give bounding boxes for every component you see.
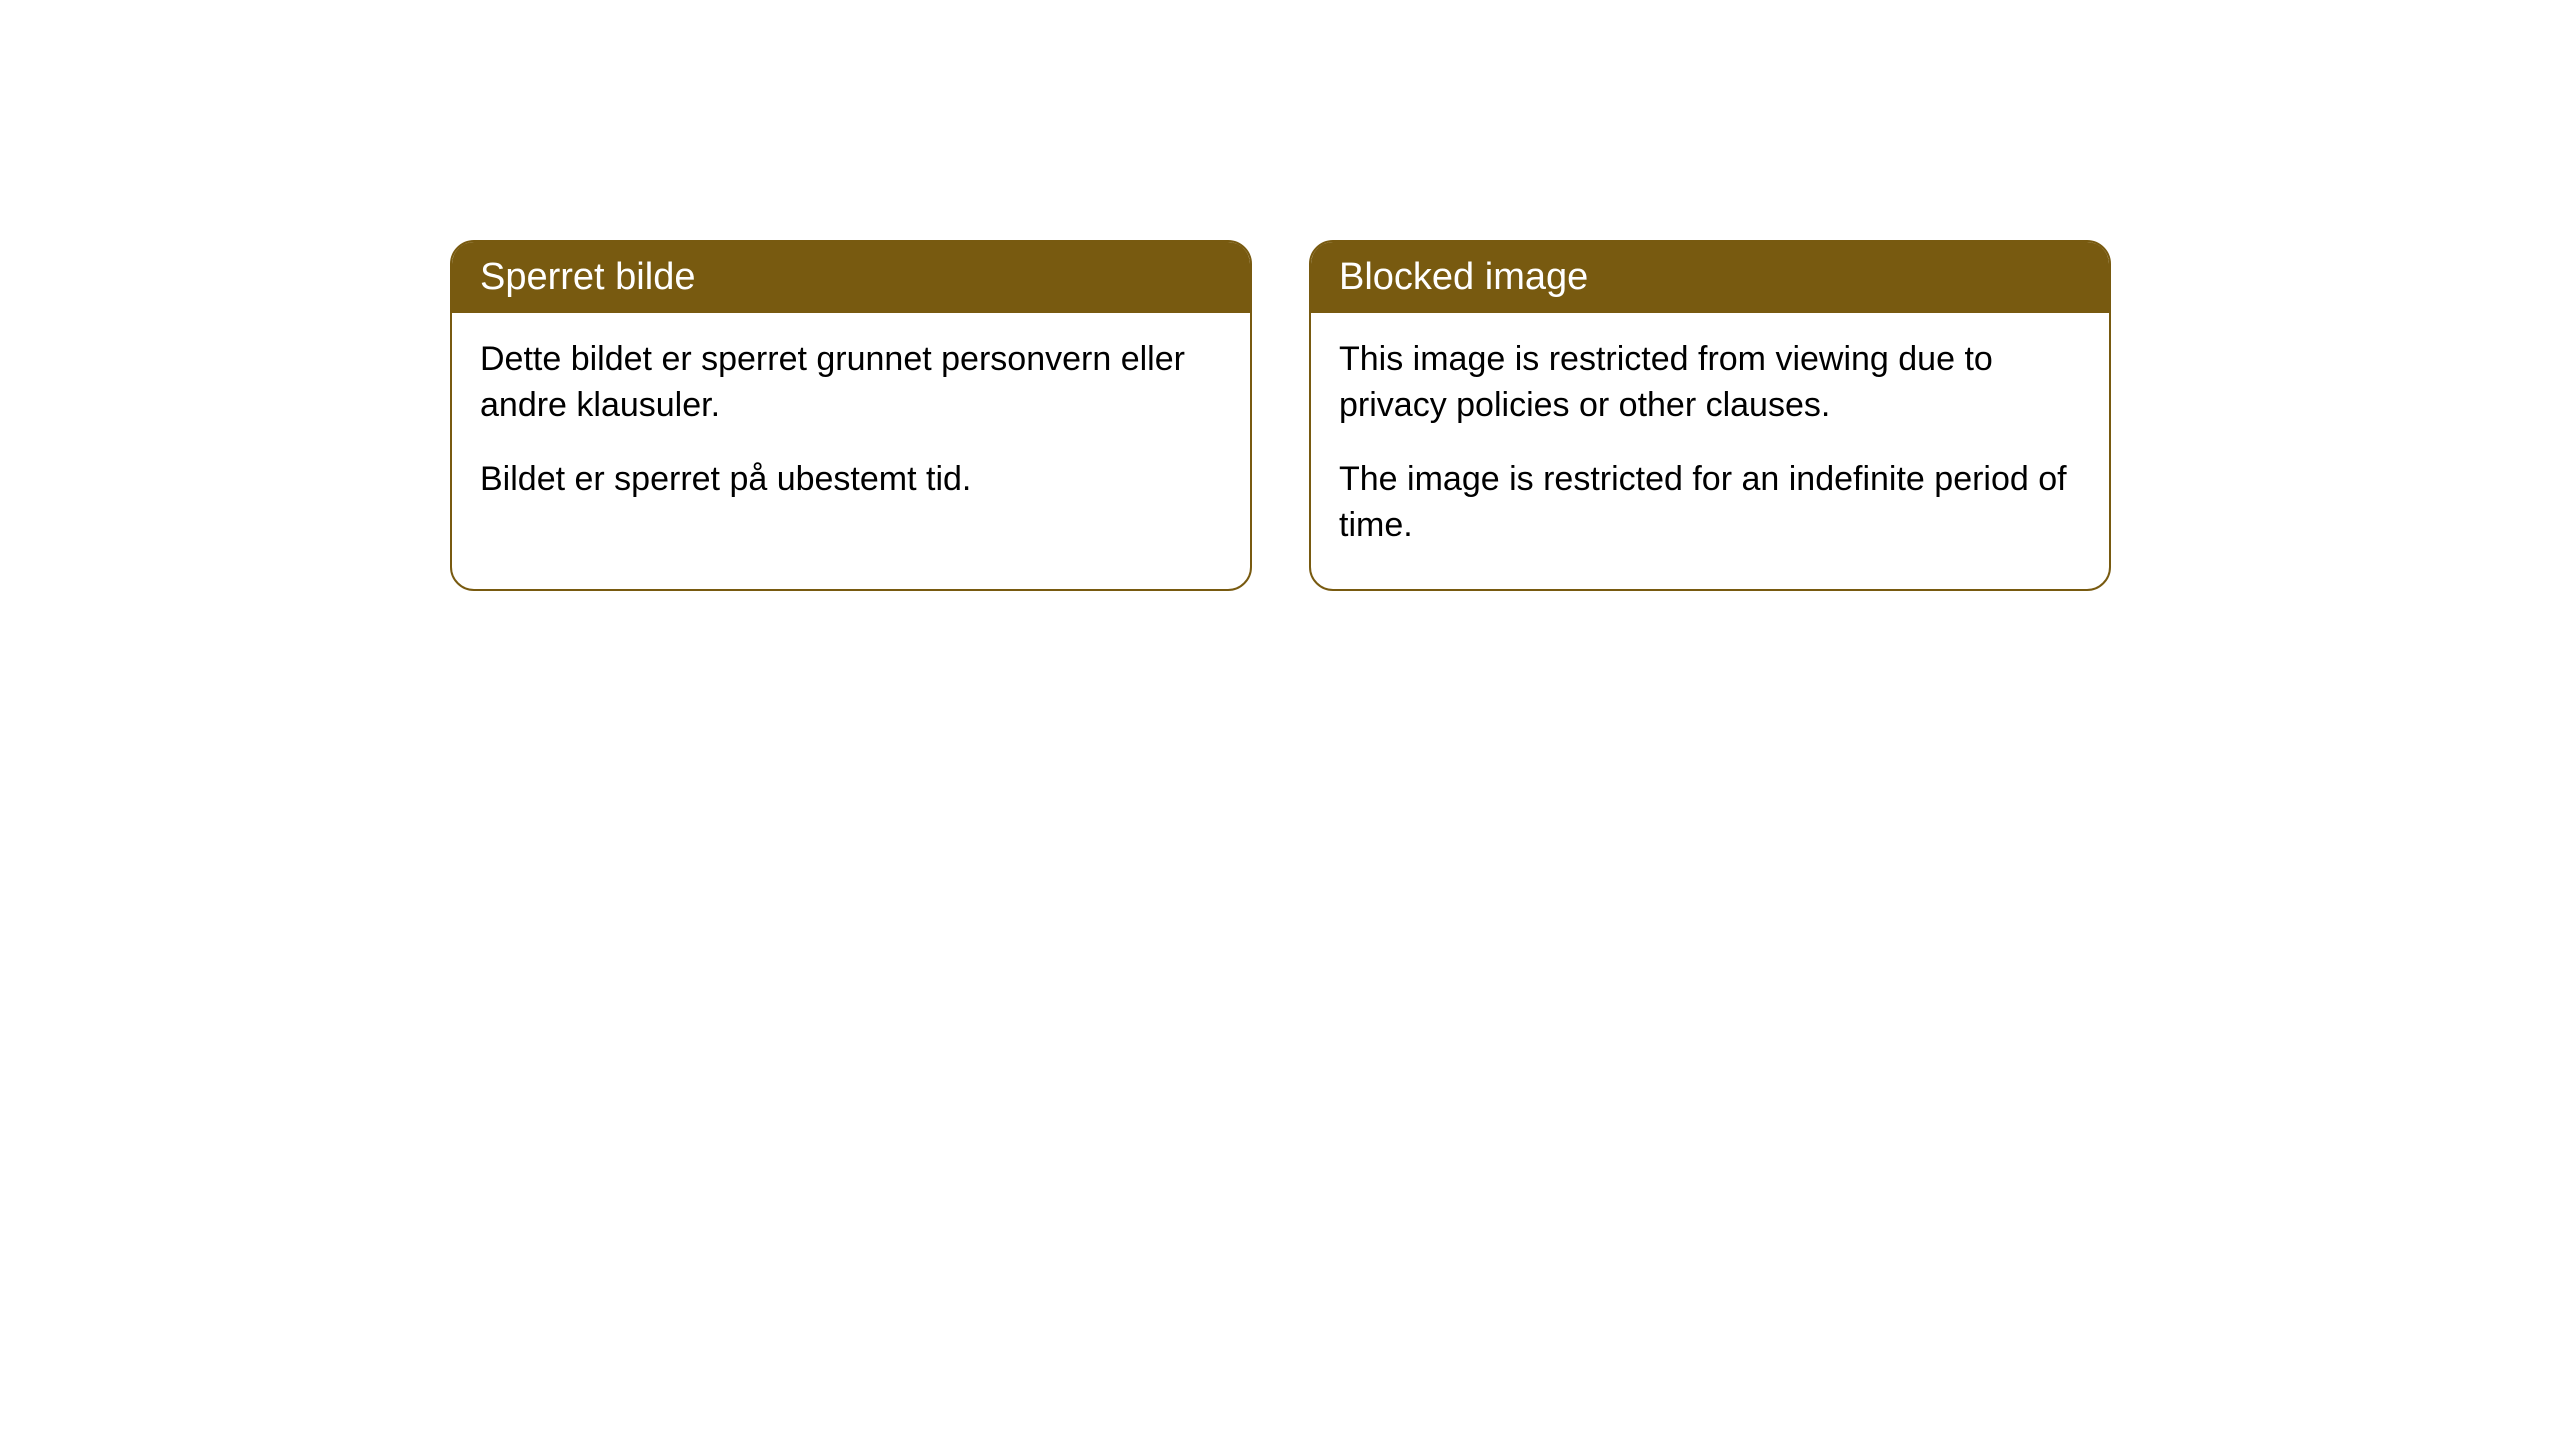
notice-card-english: Blocked image This image is restricted f… bbox=[1309, 240, 2111, 591]
card-paragraph: Bildet er sperret på ubestemt tid. bbox=[480, 457, 1222, 503]
card-body-norwegian: Dette bildet er sperret grunnet personve… bbox=[452, 313, 1250, 543]
card-paragraph: Dette bildet er sperret grunnet personve… bbox=[480, 337, 1222, 429]
notice-card-norwegian: Sperret bilde Dette bildet er sperret gr… bbox=[450, 240, 1252, 591]
card-title: Sperret bilde bbox=[480, 256, 695, 298]
card-body-english: This image is restricted from viewing du… bbox=[1311, 313, 2109, 589]
card-paragraph: This image is restricted from viewing du… bbox=[1339, 337, 2081, 429]
card-paragraph: The image is restricted for an indefinit… bbox=[1339, 457, 2081, 549]
card-title: Blocked image bbox=[1339, 256, 1588, 298]
card-header-norwegian: Sperret bilde bbox=[452, 242, 1250, 313]
card-header-english: Blocked image bbox=[1311, 242, 2109, 313]
notice-cards-container: Sperret bilde Dette bildet er sperret gr… bbox=[450, 240, 2111, 591]
